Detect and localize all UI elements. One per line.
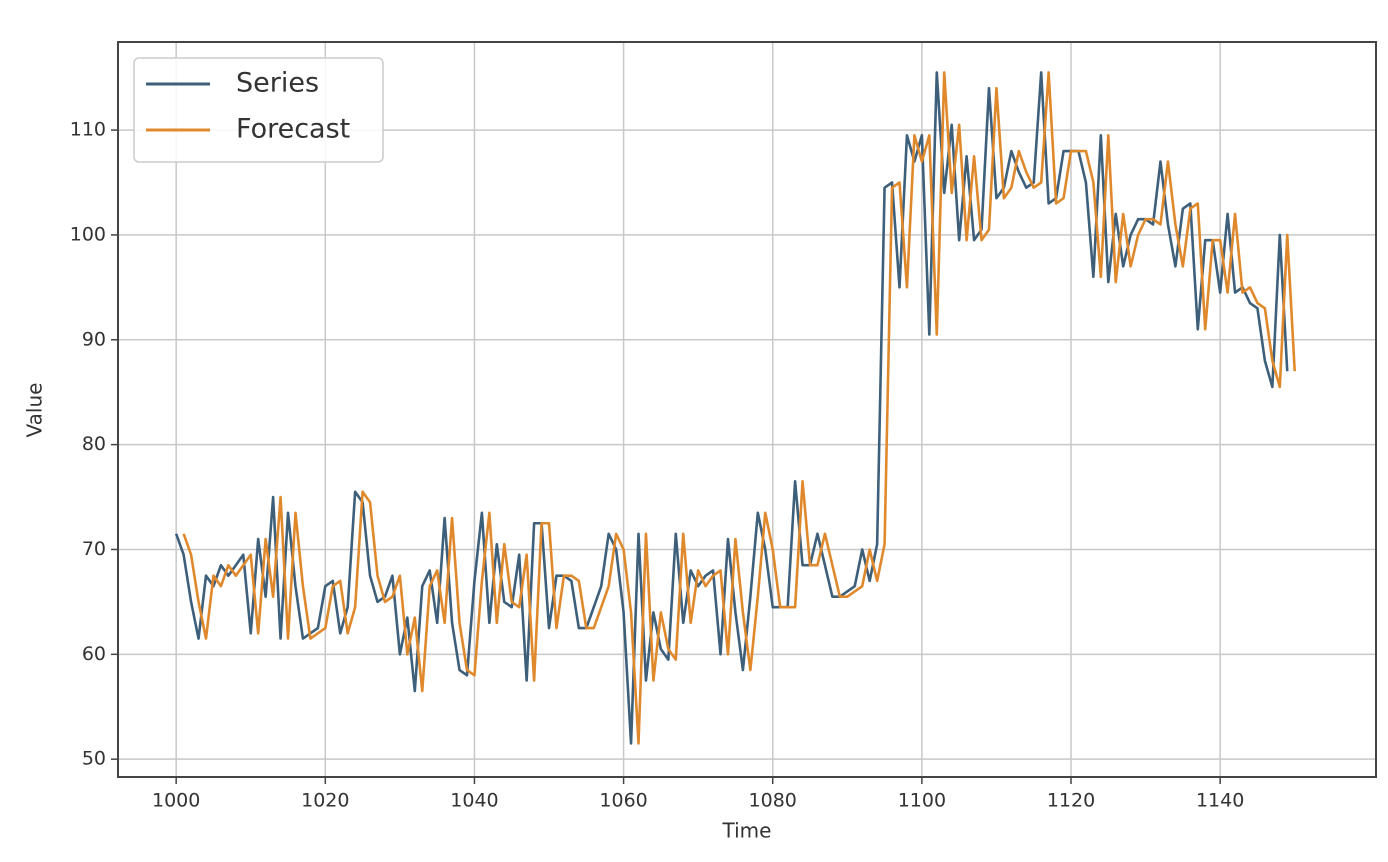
x-tick-label: 1140 [1196,790,1244,812]
y-tick-label: 110 [70,119,106,141]
plot-frame [117,41,1377,778]
x-axis-label: Time [722,819,772,843]
x-tick-label: 1040 [450,790,498,812]
x-tick-label: 1120 [1047,790,1095,812]
y-tick-label: 90 [82,328,106,350]
x-tick-label: 1020 [301,790,349,812]
x-tick-label: 1080 [749,790,797,812]
y-axis-label: Value [23,383,47,438]
y-tick-label: 60 [82,643,106,665]
x-tick-label: 1000 [152,790,200,812]
x-tick-label: 1100 [898,790,946,812]
y-tick-label: 50 [82,748,106,770]
x-tick-label: 1060 [599,790,647,812]
series-line [174,71,1289,745]
y-tick-label: 70 [82,538,106,560]
series-line [182,71,1297,745]
y-tick-label: 80 [82,433,106,455]
y-tick-label: 100 [70,223,106,245]
legend-label: Series [236,68,319,99]
legend-label: Forecast [236,114,350,145]
